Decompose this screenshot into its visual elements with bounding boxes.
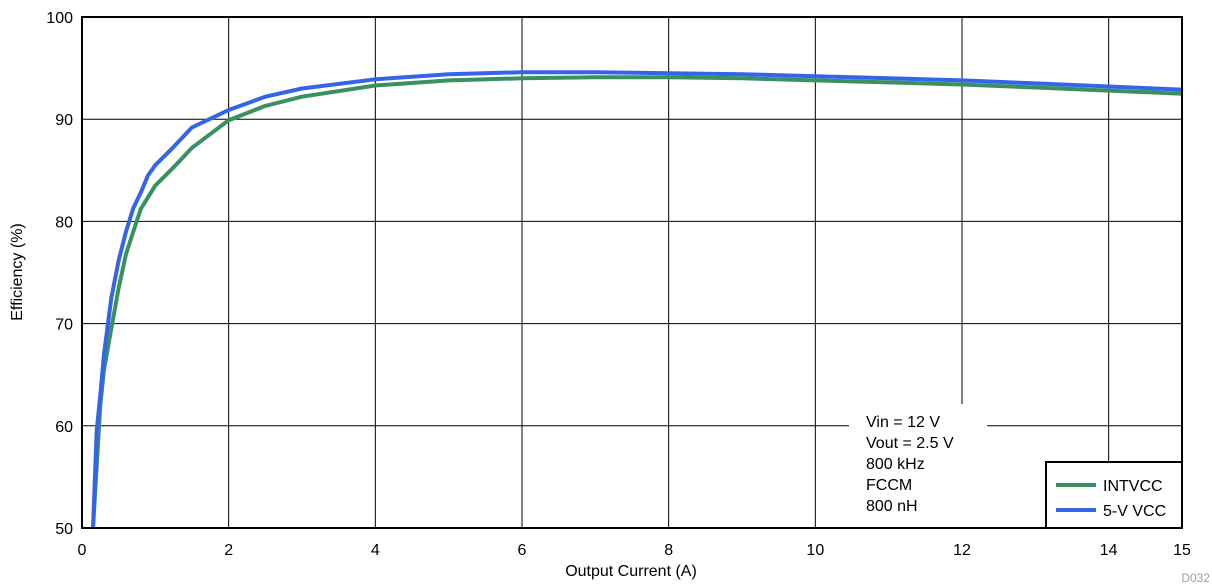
figure-id: D032 (1181, 571, 1210, 585)
annotation-line: Vin = 12 V (866, 414, 940, 431)
x-tick-label: 14 (1100, 542, 1118, 559)
y-tick-label: 60 (55, 419, 73, 436)
legend: INTVCC 5-V VCC (1045, 461, 1183, 529)
y-tick-label: 90 (55, 112, 73, 129)
legend-label-intvcc: INTVCC (1103, 478, 1163, 495)
series-line-5-v-vcc (91, 70, 1183, 529)
series-layer (91, 70, 1183, 529)
y-tick-labels: 50 60 70 80 90 100 (46, 10, 73, 538)
x-tick-label: 2 (224, 542, 233, 559)
series-line-intvcc (91, 75, 1183, 529)
legend-box (1045, 461, 1183, 529)
x-tick-label: 10 (806, 542, 824, 559)
annotation-line: Vout = 2.5 V (866, 435, 954, 452)
x-tick-label: 12 (953, 542, 971, 559)
grid-lines (82, 17, 1182, 528)
annotation-line: 800 nH (866, 498, 918, 515)
x-tick-label: 6 (518, 542, 527, 559)
y-tick-label: 80 (55, 214, 73, 231)
plot-frame (81, 16, 1183, 529)
y-tick-label: 50 (55, 521, 73, 538)
annotation-line: 800 kHz (866, 456, 925, 473)
y-axis-label: Efficiency (%) (9, 223, 26, 321)
legend-label-5v-vcc: 5-V VCC (1103, 503, 1166, 520)
conditions-annotation: Vin = 12 V Vout = 2.5 V 800 kHz FCCM 800… (849, 404, 987, 528)
x-tick-label: 4 (371, 542, 380, 559)
y-tick-label: 70 (55, 317, 73, 334)
x-axis-label: Output Current (A) (565, 563, 697, 580)
annotation-background (849, 404, 987, 528)
x-tick-label: 8 (664, 542, 673, 559)
x-tick-label: 15 (1173, 542, 1191, 559)
x-tick-label: 0 (78, 542, 87, 559)
x-tick-labels: 0 2 4 6 8 10 12 14 15 (78, 542, 1191, 559)
annotation-line: FCCM (866, 477, 912, 494)
y-tick-label: 100 (46, 10, 73, 27)
